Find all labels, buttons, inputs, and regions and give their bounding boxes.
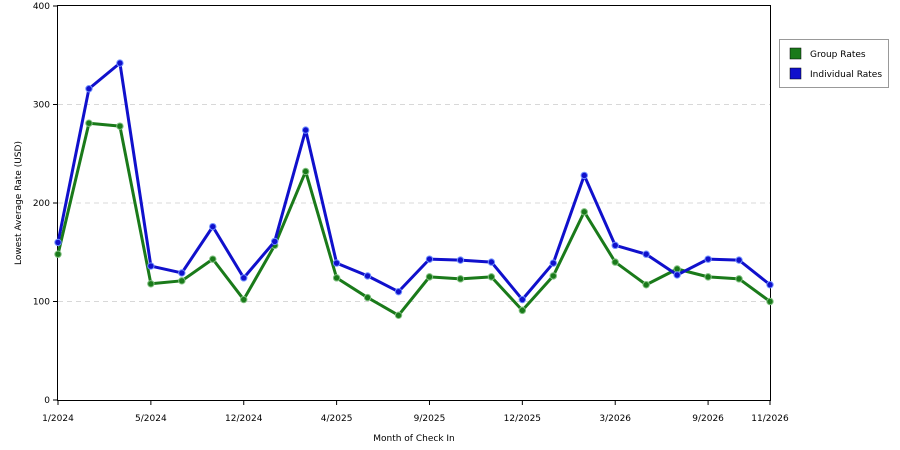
data-point: [611, 241, 619, 250]
series-layer: [54, 59, 774, 319]
legend: Group Rates Individual Rates: [779, 39, 889, 88]
data-point: [147, 262, 155, 270]
series-group-rates: [54, 119, 774, 319]
data-point: [487, 258, 496, 266]
data-point: [301, 126, 310, 134]
y-axis-title: Lowest Average Rate (USD): [14, 141, 24, 265]
data-point: [549, 272, 558, 280]
data-point: [425, 273, 434, 281]
data-point: [735, 275, 743, 283]
legend-label: Individual Rates: [810, 70, 882, 80]
data-point: [363, 272, 372, 280]
data-point: [673, 271, 681, 279]
data-point: [147, 280, 155, 288]
data-point: [580, 171, 588, 180]
data-point: [116, 59, 124, 67]
data-point: [456, 275, 465, 283]
legend-swatch: [789, 47, 802, 60]
legend-box: [779, 39, 889, 88]
data-point: [209, 222, 217, 231]
legend-label: Group Rates: [810, 50, 866, 60]
data-point: [518, 306, 527, 315]
x-tick-label: 3/2026: [599, 414, 631, 424]
series-line: [56, 61, 771, 302]
series-line: [56, 121, 771, 317]
x-tick-label: 4/2025: [321, 414, 353, 424]
x-axis-title: Month of Check In: [373, 434, 455, 444]
data-point: [363, 293, 372, 302]
x-tick-label: 9/2026: [692, 414, 724, 424]
data-point: [394, 311, 403, 319]
data-point: [332, 274, 341, 282]
data-point: [766, 297, 774, 306]
x-tick-label: 11/2026: [751, 414, 789, 424]
grid-lines: [58, 104, 770, 302]
data-point: [394, 287, 403, 296]
data-point: [487, 273, 496, 281]
data-point: [766, 281, 774, 289]
y-tick-label: 300: [33, 101, 50, 111]
y-tick-label: 400: [33, 2, 50, 12]
data-point: [85, 119, 93, 127]
data-point: [116, 122, 124, 130]
x-axis-ticks: 1/2024 5/2024 12/2024 4/2025 9/2025 12/2025 3/…: [42, 400, 789, 424]
data-point: [549, 259, 558, 267]
data-point: [178, 277, 186, 285]
data-point: [240, 295, 248, 304]
legend-swatch: [789, 67, 802, 80]
data-point: [240, 274, 248, 282]
data-point: [178, 269, 186, 277]
data-point: [332, 259, 341, 267]
data-point: [456, 256, 465, 264]
data-point: [54, 250, 62, 258]
data-point: [611, 258, 619, 266]
series-individual-rates: [54, 59, 774, 304]
x-tick-label: 12/2025: [504, 414, 541, 424]
y-tick-label: 100: [33, 298, 50, 308]
x-tick-label: 9/2025: [414, 414, 446, 424]
data-point: [735, 256, 743, 264]
data-point: [580, 208, 588, 216]
y-axis-ticks: 0 100 200 300 400: [33, 2, 58, 406]
x-tick-label: 5/2024: [135, 414, 167, 424]
data-point: [85, 85, 93, 93]
data-point: [642, 250, 650, 258]
data-point: [270, 237, 279, 246]
data-point: [209, 255, 217, 263]
x-tick-label: 12/2024: [225, 414, 263, 424]
data-point: [642, 281, 650, 289]
y-tick-label: 0: [44, 396, 50, 406]
data-point: [301, 167, 310, 176]
data-point: [518, 295, 527, 304]
data-point: [425, 255, 434, 263]
y-tick-label: 200: [33, 199, 50, 209]
x-tick-label: 1/2024: [42, 414, 74, 424]
data-point: [54, 238, 62, 247]
data-point: [704, 273, 712, 281]
data-point: [704, 255, 712, 263]
